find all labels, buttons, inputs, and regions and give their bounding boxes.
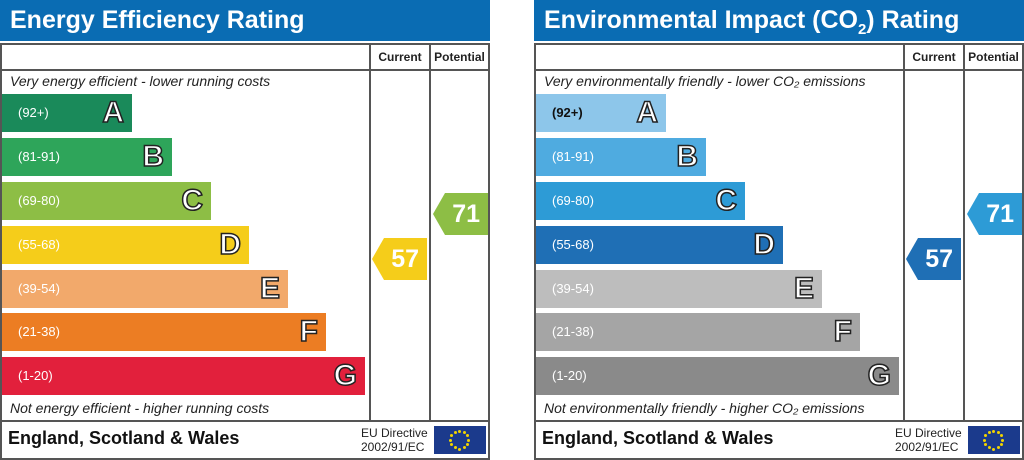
- chart-title: Energy Efficiency Rating: [0, 0, 490, 41]
- title-text: Environmental Impact (CO: [544, 6, 858, 34]
- divider: [369, 43, 371, 421]
- band-letter: C: [181, 183, 204, 218]
- frame: [0, 43, 490, 460]
- bottom-note: Not energy efficient - higher running co…: [10, 400, 270, 416]
- current-rating-arrow: 57: [906, 238, 961, 280]
- top-note: Very environmentally friendly - lower CO…: [544, 73, 866, 89]
- current-rating-arrow: 57: [372, 238, 427, 280]
- divider: [534, 420, 1024, 422]
- potential-rating-arrow: 71: [967, 193, 1022, 235]
- band-range: (69-80): [552, 193, 594, 208]
- band-range: (21-38): [552, 324, 594, 339]
- band-range: (81-91): [18, 149, 60, 164]
- band-range: (55-68): [552, 237, 594, 252]
- band-range: (81-91): [552, 149, 594, 164]
- frame: [534, 43, 1024, 460]
- band-e: (39-54) E: [536, 270, 822, 308]
- band-c: (69-80) C: [2, 182, 211, 220]
- column-header-potential: Potential: [968, 50, 1019, 64]
- band-letter: E: [793, 271, 815, 306]
- band-range: (39-54): [552, 281, 594, 296]
- directive-line: EU Directive: [361, 426, 428, 440]
- band-f: (21-38) F: [536, 313, 860, 351]
- title-text: Energy Efficiency Rating: [10, 6, 305, 34]
- band-g: (1-20) G: [2, 357, 365, 395]
- band-b: (81-91) B: [2, 138, 172, 176]
- band-letter: B: [676, 139, 699, 174]
- region-label: England, Scotland & Wales: [542, 428, 774, 448]
- column-header-current: Current: [378, 50, 422, 64]
- directive-line: EU Directive: [895, 426, 962, 440]
- band-range: (92+): [18, 105, 49, 120]
- band-range: (39-54): [18, 281, 60, 296]
- band-letter: F: [833, 314, 853, 349]
- energy-efficiency-panel: Energy Efficiency Rating Current Potenti…: [0, 0, 490, 460]
- eu-directive: EU Directive 2002/91/EC: [361, 426, 428, 454]
- band-range: (55-68): [18, 237, 60, 252]
- band-letter: D: [219, 227, 242, 262]
- title-subscript: 2: [857, 21, 867, 38]
- directive-line: 2002/91/EC: [895, 440, 959, 454]
- eu-flag-icon: [434, 426, 486, 454]
- band-c: (69-80) C: [536, 182, 745, 220]
- band-letter: G: [333, 358, 358, 393]
- band-range: (1-20): [552, 368, 587, 383]
- eu-directive: EU Directive 2002/91/EC: [895, 426, 962, 454]
- divider: [963, 43, 965, 421]
- bottom-note: Not environmentally friendly - higher CO…: [544, 400, 865, 416]
- potential-rating-arrow: 71: [433, 193, 488, 235]
- environmental-impact-panel: Environmental Impact (CO2) Rating Curren…: [534, 0, 1024, 460]
- band-e: (39-54) E: [2, 270, 288, 308]
- divider: [429, 43, 431, 421]
- band-letter: D: [753, 227, 776, 262]
- band-range: (69-80): [18, 193, 60, 208]
- divider: [534, 69, 1024, 71]
- band-a: (92+) A: [536, 94, 666, 132]
- band-letter: F: [299, 314, 319, 349]
- divider: [903, 43, 905, 421]
- band-range: (92+): [552, 105, 583, 120]
- band-g: (1-20) G: [536, 357, 899, 395]
- band-letter: B: [142, 139, 165, 174]
- band-f: (21-38) F: [2, 313, 326, 351]
- divider: [0, 69, 490, 71]
- column-header-potential: Potential: [434, 50, 485, 64]
- region-label: England, Scotland & Wales: [8, 428, 240, 448]
- chart-title: Environmental Impact (CO2) Rating: [534, 0, 1024, 41]
- top-note: Very energy efficient - lower running co…: [10, 73, 271, 89]
- band-range: (21-38): [18, 324, 60, 339]
- band-letter: G: [867, 358, 892, 393]
- band-letter: E: [259, 271, 281, 306]
- band-d: (55-68) D: [2, 226, 249, 264]
- band-d: (55-68) D: [536, 226, 783, 264]
- directive-line: 2002/91/EC: [361, 440, 425, 454]
- band-letter: A: [636, 95, 659, 130]
- band-letter: C: [715, 183, 738, 218]
- band-range: (1-20): [18, 368, 53, 383]
- band-letter: A: [102, 95, 125, 130]
- eu-flag-icon: [968, 426, 1020, 454]
- divider: [0, 420, 490, 422]
- band-a: (92+) A: [2, 94, 132, 132]
- title-end: ) Rating: [866, 6, 960, 34]
- band-b: (81-91) B: [536, 138, 706, 176]
- column-header-current: Current: [912, 50, 956, 64]
